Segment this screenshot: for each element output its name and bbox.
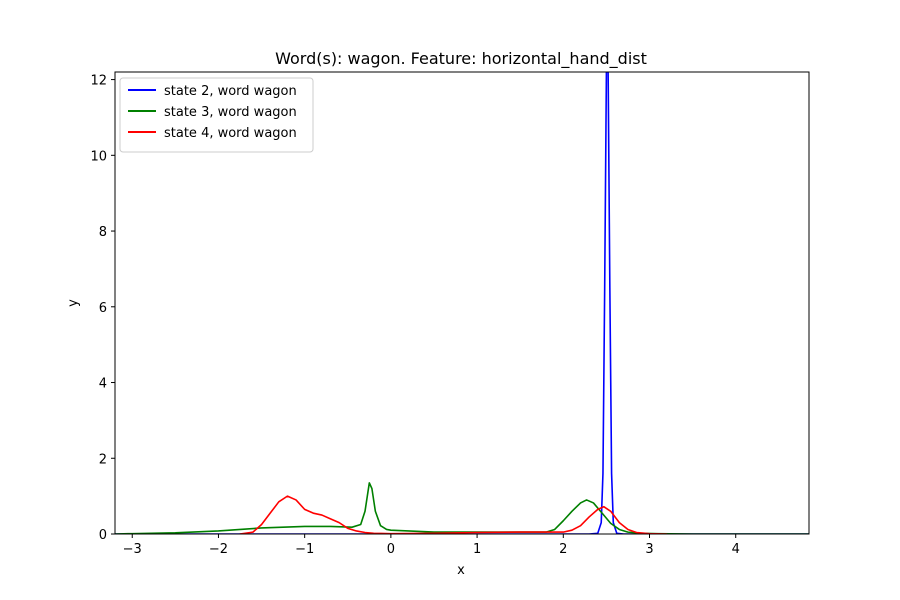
series-line-state-4 <box>239 495 668 534</box>
x-tick-label: −3 <box>123 542 142 557</box>
y-tick-label: 10 <box>90 149 107 164</box>
legend-box <box>119 77 314 153</box>
legend-entry-label: state 4, word wagon <box>164 126 297 141</box>
y-tick-label: 2 <box>99 452 107 467</box>
chart-title: Word(s): wagon. Feature: horizontal_hand… <box>275 49 647 69</box>
y-tick-label: 0 <box>99 528 107 543</box>
x-tick-label: −1 <box>295 542 314 557</box>
x-tick-label: 1 <box>473 542 481 557</box>
x-axis-label: x <box>457 563 465 578</box>
legend-entry-label: state 2, word wagon <box>164 84 297 99</box>
y-axis-label: y <box>66 299 81 307</box>
y-tick-label: 4 <box>99 377 107 392</box>
legend: state 2, word wagon state 3, word wagon st… <box>119 77 314 153</box>
x-tick-label: 0 <box>387 542 395 557</box>
x-tick-label: 4 <box>732 542 740 557</box>
y-tick-label: 6 <box>99 301 107 316</box>
y-tick-label: 8 <box>99 225 107 240</box>
x-tick-label: 2 <box>559 542 567 557</box>
legend-entry-label: state 3, word wagon <box>164 105 297 120</box>
x-tick-label: 3 <box>645 542 653 557</box>
x-tick-label: −2 <box>209 542 228 557</box>
plot-frame <box>114 71 810 535</box>
y-tick-label: 12 <box>90 74 107 89</box>
